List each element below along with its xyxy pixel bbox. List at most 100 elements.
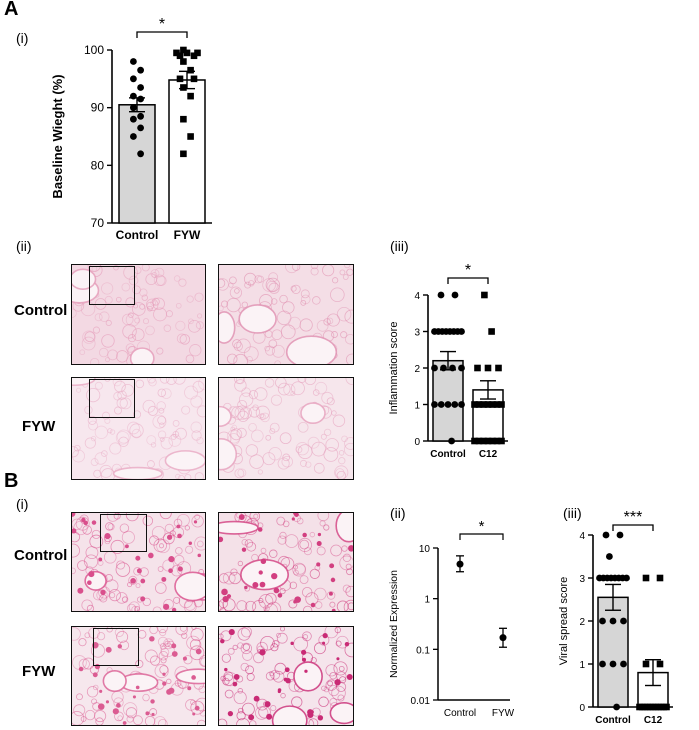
data-point (137, 112, 144, 120)
data-point (599, 617, 606, 625)
x-tick-label: C12 (644, 715, 663, 726)
y-tick-label: 1 (424, 595, 430, 606)
micrograph-texture (219, 513, 353, 611)
data-point (458, 328, 465, 335)
panel-letter-a: A (4, 0, 19, 20)
bar-fyw (168, 79, 206, 224)
micrograph-a-fyw-low (71, 377, 206, 480)
y-tick-label: 3 (414, 328, 420, 339)
data-point (448, 437, 455, 445)
data-point (458, 401, 465, 408)
data-point (187, 66, 194, 74)
y-tick-label: 1 (579, 660, 585, 671)
significance-marker: * (479, 518, 485, 535)
data-point (130, 92, 137, 100)
data-point (471, 437, 478, 445)
y-tick-label: 90 (91, 101, 105, 115)
data-point (180, 58, 187, 65)
y-tick-label: 10 (419, 544, 431, 555)
y-tick-label: 2 (414, 364, 420, 375)
data-point (623, 574, 630, 582)
data-point (495, 364, 502, 372)
data-point (187, 133, 194, 140)
data-point (437, 401, 445, 408)
significance-marker: * (465, 262, 471, 279)
data-point (663, 703, 670, 711)
data-point (176, 75, 184, 83)
data-point (609, 660, 617, 668)
micrograph-texture (72, 378, 205, 479)
inset-box-b-fyw (93, 628, 139, 666)
x-tick-label: Control (116, 228, 159, 242)
x-tick-label: Control (444, 708, 476, 719)
y-axis-label: Normalized Expression (388, 570, 400, 678)
data-point (609, 617, 617, 625)
panel-b-ii-label: (ii) (390, 505, 406, 521)
row-label-b-fyw: FYW (22, 663, 56, 680)
data-point (458, 364, 465, 372)
data-point (475, 437, 483, 445)
x-tick-label: C12 (479, 449, 498, 460)
inset-box-a-fyw (89, 379, 135, 418)
y-tick-label: 0 (414, 437, 420, 448)
data-point (474, 364, 481, 372)
data-point-fyw (499, 634, 507, 642)
data-point (484, 364, 492, 372)
data-point (176, 52, 184, 60)
data-point (620, 660, 627, 668)
data-point (656, 574, 664, 582)
y-tick-label: 3 (579, 574, 585, 585)
data-point (471, 401, 478, 408)
data-point (493, 437, 501, 445)
data-point (444, 401, 452, 408)
data-point (449, 364, 456, 372)
micrograph-b-control-high (218, 512, 354, 612)
x-tick-label: Control (430, 449, 466, 460)
micrograph-a-fyw-high (218, 377, 354, 480)
data-point (642, 574, 650, 582)
panel-a-iii-label: (iii) (390, 238, 409, 254)
data-point (431, 364, 438, 372)
data-point (484, 401, 492, 408)
y-tick-label: 2 (579, 617, 585, 628)
data-point (180, 150, 187, 158)
data-point (475, 401, 483, 408)
data-point (616, 531, 624, 539)
y-tick-label: 4 (414, 291, 420, 302)
data-point (440, 364, 447, 372)
data-point (130, 104, 137, 112)
inset-box-a-control (89, 266, 135, 305)
significance-bracket (447, 277, 489, 284)
data-point (130, 58, 137, 65)
row-label-b-control: Control (14, 547, 68, 564)
significance-bracket (136, 31, 188, 38)
significance-marker: *** (624, 509, 643, 526)
data-point (173, 49, 180, 57)
data-point (130, 75, 137, 83)
inset-box-b-control (100, 514, 147, 552)
data-point-control (456, 560, 464, 568)
x-tick-label: FYW (174, 228, 201, 242)
data-point (480, 401, 487, 408)
data-point (137, 95, 144, 103)
data-point (451, 401, 459, 408)
y-tick-label: 4 (579, 531, 585, 542)
bar-control (118, 104, 156, 224)
data-point (484, 437, 492, 445)
data-point (613, 703, 620, 711)
panel-a-i-label: (i) (16, 30, 29, 46)
bar-c12 (637, 671, 669, 708)
data-point (498, 401, 505, 408)
panel-a-ii-label: (ii) (16, 238, 32, 254)
bar-control (432, 359, 464, 442)
data-point (180, 115, 187, 123)
micrograph-a-control-high (218, 264, 354, 365)
data-point (489, 437, 496, 445)
data-point (130, 115, 137, 123)
data-point (137, 66, 144, 74)
significance-bracket (612, 524, 654, 531)
data-point (606, 553, 613, 560)
micrograph-b-fyw-high (218, 626, 354, 726)
data-point (187, 92, 194, 100)
bar-control (597, 596, 629, 708)
